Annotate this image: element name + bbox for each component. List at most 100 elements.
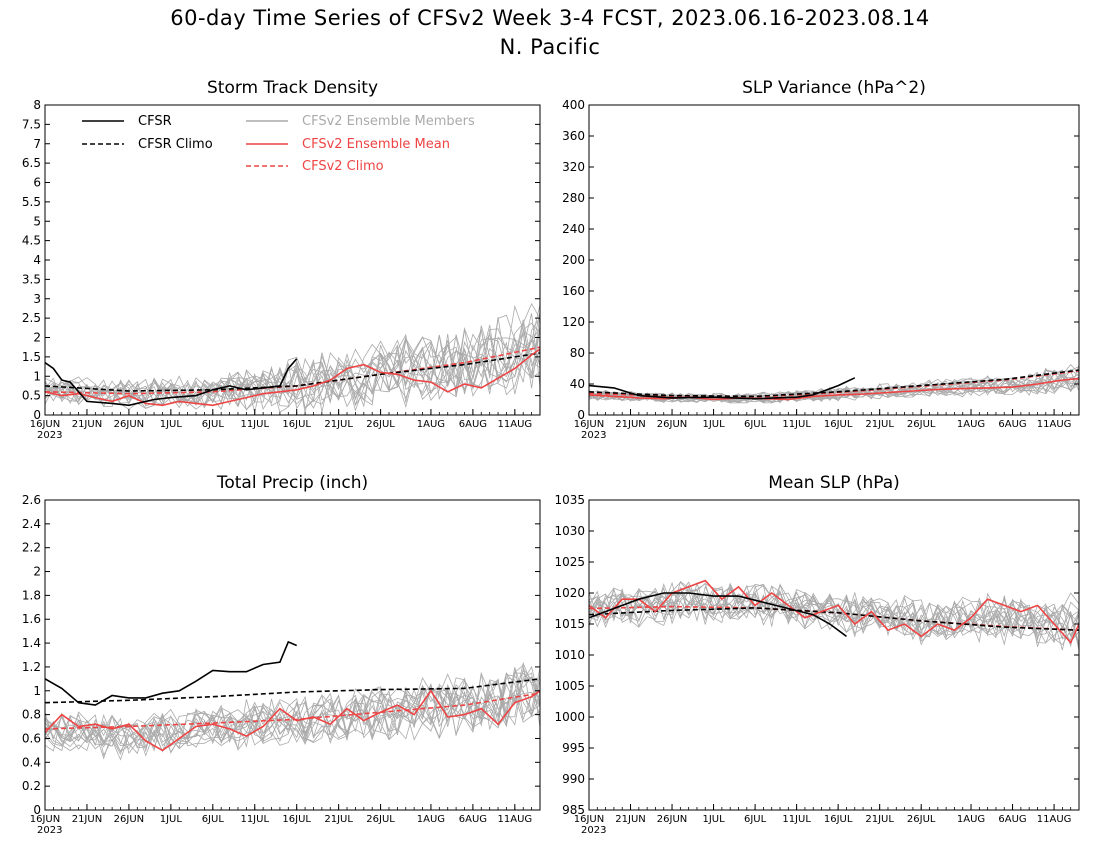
y-tick-label: 1.5: [22, 350, 41, 364]
y-tick-label: 2.6: [22, 493, 41, 507]
cfsr-climo-line: [589, 607, 1079, 631]
x-tick-label: 1JUL: [702, 814, 725, 825]
x-tick-label: 16JUN: [30, 814, 60, 825]
y-tick-label: 1.4: [22, 636, 41, 650]
legend-members-label: CFSv2 Ensemble Members: [302, 114, 475, 129]
x-year-label: 2023: [581, 825, 606, 836]
ensemble-member-line: [589, 584, 1079, 640]
y-tick-label: 400: [562, 98, 585, 112]
x-tick-label: 16JUN: [574, 814, 604, 825]
y-tick-label: 4.5: [22, 234, 41, 248]
y-tick-label: 2.5: [22, 311, 41, 325]
y-axis: 0 0.2 0.4 0.6 0.8 1 1.2 1.4 1.6 1.8 2 2.2 2.4 2.6: [22, 493, 540, 817]
y-tick-label: 4: [33, 253, 41, 267]
legend: CFSR CFSR Climo CFSv2 Ensemble Members CFSv…: [82, 114, 475, 174]
y-tick-label: 2: [33, 565, 41, 579]
x-axis: 16JUN 21JUN 26JUN 1JUL 6JUL 11JUL 16JUL 21JUL 26…: [574, 804, 1080, 836]
ensemble-member-line: [589, 582, 1079, 651]
y-tick-label: 2: [33, 331, 41, 345]
x-tick-label: 11JUL: [782, 814, 811, 825]
x-tick-label: 21JUN: [615, 419, 645, 430]
y-tick-label: 7.5: [22, 117, 41, 131]
y-tick-label: 5: [33, 214, 41, 228]
ensemble-member-line: [589, 372, 1079, 402]
y-tick-label: 1005: [554, 679, 585, 693]
y-tick-label: 200: [562, 253, 585, 267]
legend-ensemble-mean-label: CFSv2 Ensemble Mean: [302, 137, 450, 152]
x-tick-label: 21JUL: [324, 419, 353, 430]
x-tick-label: 1AUG: [417, 814, 445, 825]
cfsr-climo-line: [45, 352, 540, 392]
y-tick-label: 1030: [554, 524, 585, 538]
plot-frame: [588, 104, 1080, 416]
x-tick-label: 21JUL: [865, 814, 894, 825]
ensemble-member-line: [589, 369, 1079, 403]
cfsr-line: [45, 358, 298, 407]
x-tick-label: 26JUN: [114, 814, 144, 825]
y-tick-label: 1: [33, 369, 41, 383]
x-tick-label: 26JUL: [366, 419, 395, 430]
x-tick-label: 11AUG: [498, 814, 533, 825]
chart-panel-1: Storm Track Density 0 0.5 1 1.5 2 2.5 3 3.5 4 4.5 5…: [22, 78, 541, 441]
ensemble-members: [45, 302, 540, 413]
x-tick-label: 11AUG: [1037, 814, 1072, 825]
x-tick-label: 26JUN: [114, 419, 144, 430]
x-tick-label: 1JUL: [160, 419, 183, 430]
x-tick-label: 26JUL: [907, 814, 936, 825]
y-tick-label: 1.8: [22, 588, 41, 602]
y-tick-label: 1.2: [22, 660, 41, 674]
y-tick-label: 3.5: [22, 272, 41, 286]
x-tick-label: 6JUL: [744, 419, 767, 430]
x-tick-label: 1JUL: [160, 814, 183, 825]
ensemble-member-line: [45, 314, 540, 413]
x-tick-label: 16JUN: [574, 419, 604, 430]
y-tick-label: 40: [570, 377, 585, 391]
ensemble-member-line: [589, 364, 1079, 403]
plot-area: [45, 640, 540, 761]
x-tick-label: 11JUL: [240, 419, 269, 430]
y-tick-label: 120: [562, 315, 585, 329]
ensemble-member-line: [45, 326, 540, 405]
x-tick-label: 16JUN: [30, 419, 60, 430]
x-tick-label: 16JUL: [824, 419, 853, 430]
plot-frame: [44, 499, 541, 811]
y-tick-label: 280: [562, 191, 585, 205]
figure-subtitle: N. Pacific: [499, 35, 601, 59]
ensemble-member-line: [45, 667, 540, 752]
y-tick-label: 1010: [554, 648, 585, 662]
y-tick-label: 0.6: [22, 731, 41, 745]
y-tick-label: 7: [33, 137, 41, 151]
x-tick-label: 21JUN: [615, 814, 645, 825]
chart-title: SLP Variance (hPa^2): [742, 78, 926, 98]
x-tick-label: 1AUG: [417, 419, 445, 430]
figure-title: 60-day Time Series of CFSv2 Week 3-4 FCS…: [170, 6, 930, 30]
y-tick-label: 0: [577, 408, 585, 422]
y-tick-label: 320: [562, 160, 585, 174]
ensemble-member-line: [45, 667, 540, 755]
x-tick-label: 21JUL: [324, 814, 353, 825]
x-axis: 16JUN 21JUN 26JUN 1JUL 6JUL 11JUL 16JUL 21JUL 26…: [30, 804, 541, 836]
y-tick-label: 360: [562, 129, 585, 143]
y-tick-label: 0.8: [22, 708, 41, 722]
y-tick-label: 1020: [554, 586, 585, 600]
cfsr-line: [589, 377, 856, 400]
chart-title: Mean SLP (hPa): [768, 473, 900, 493]
y-tick-label: 0.5: [22, 389, 41, 403]
y-axis: 0 0.5 1 1.5 2 2.5 3 3.5 4 4.5 5 5.5 6 6.5 7 7.5 8: [22, 98, 540, 422]
cfsr-climo-line: [45, 678, 540, 704]
y-tick-label: 1015: [554, 617, 585, 631]
ensemble-member-line: [589, 586, 1079, 646]
x-tick-label: 16JUL: [282, 814, 311, 825]
legend-cfsr-label: CFSR: [138, 114, 172, 129]
ensemble-member-line: [45, 304, 540, 409]
chart-title: Total Precip (inch): [216, 473, 368, 493]
x-tick-label: 11AUG: [1037, 419, 1072, 430]
x-tick-label: 6AUG: [459, 814, 487, 825]
legend-cfsr-climo-label: CFSR Climo: [138, 137, 213, 152]
x-tick-label: 21JUN: [72, 814, 102, 825]
y-tick-label: 6.5: [22, 156, 41, 170]
y-tick-label: 2.2: [22, 541, 41, 555]
y-axis: 0 40 80 120 160 200 240 280 320 360 400: [562, 98, 1079, 422]
x-year-label: 2023: [581, 430, 606, 441]
